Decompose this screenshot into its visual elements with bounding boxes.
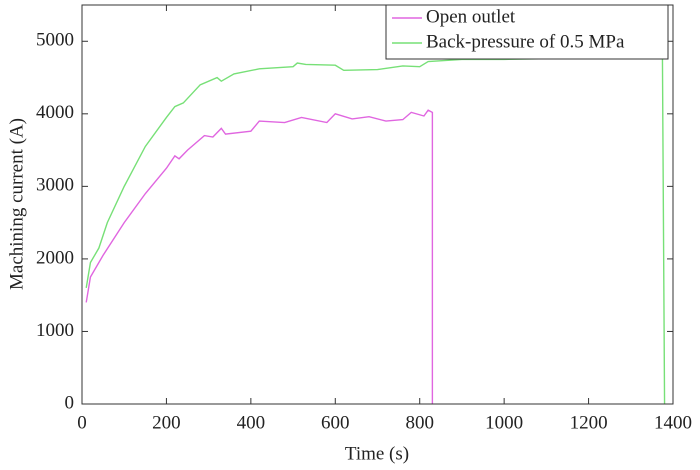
legend-label: Open outlet <box>426 6 516 27</box>
line <box>85 57 666 405</box>
legend-box <box>385 4 669 60</box>
y-tick-label: 2000 <box>36 247 74 268</box>
x-tick-label: 600 <box>321 412 350 433</box>
y-tick-label: 4000 <box>36 102 74 123</box>
line <box>85 109 434 404</box>
y-tick-label: 3000 <box>36 175 74 196</box>
y-tick-label: 0 <box>65 392 75 413</box>
x-axis-label: Time (s) <box>345 443 409 464</box>
x-tick-label: 1400 <box>654 412 692 433</box>
x-tick-label: 1200 <box>570 412 608 433</box>
x-tick-label: 200 <box>152 412 181 433</box>
x-tick-label: 0 <box>77 412 87 433</box>
y-tick-label: 5000 <box>36 30 74 51</box>
legend-label: Back-pressure of 0.5 MPa <box>426 31 625 52</box>
y-tick-label: 1000 <box>36 320 74 341</box>
x-tick-label: 800 <box>405 412 434 433</box>
x-tick-label: 400 <box>237 412 266 433</box>
x-tick-label: 1000 <box>485 412 523 433</box>
plot-frame <box>81 4 674 405</box>
y-axis-label: Machining current (A) <box>6 118 27 290</box>
